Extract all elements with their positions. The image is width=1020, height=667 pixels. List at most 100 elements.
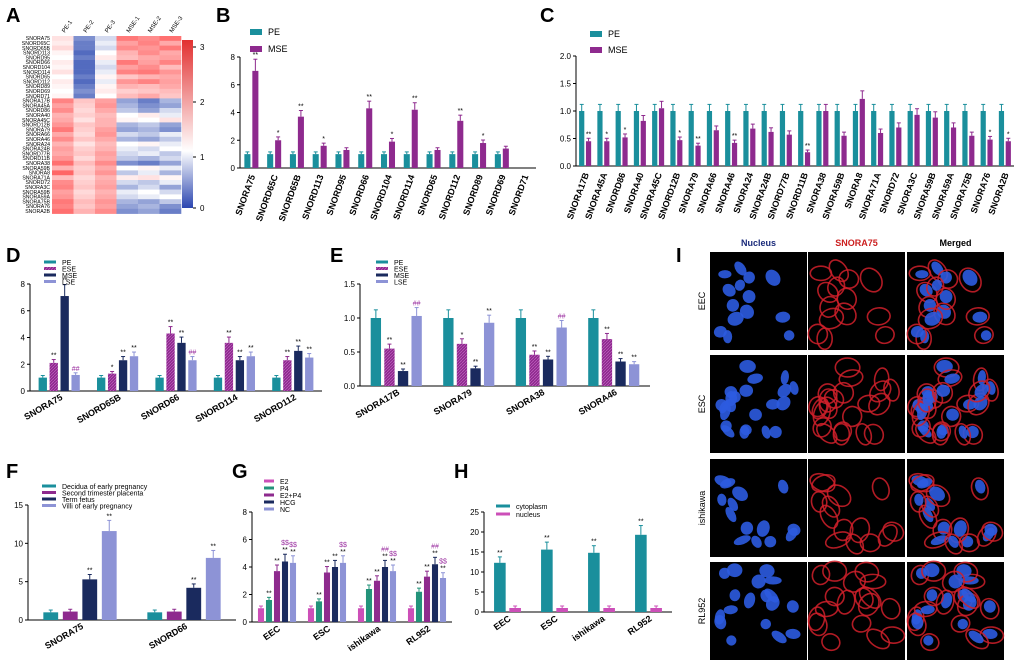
heatmap-cell (95, 170, 117, 176)
nucleus-stain (739, 425, 750, 439)
heatmap-cell (52, 84, 74, 90)
nucleus-stain (777, 383, 792, 398)
nucleus-stain (764, 535, 777, 548)
cytoplasm-stain (913, 600, 938, 618)
cytoplasm-stain (958, 267, 982, 293)
y-tick-label: 6 (21, 307, 26, 316)
heatmap-cell (159, 117, 182, 123)
heatmap-row-label: SNORA59B (22, 166, 50, 172)
heatmap-cell (138, 146, 160, 152)
bar (289, 154, 296, 168)
nucleus-stain (751, 574, 766, 589)
significance-mark: $$ (281, 540, 289, 547)
x-tick-label: SNORD95 (324, 173, 348, 216)
bar (896, 127, 902, 166)
heatmap-cell (159, 146, 182, 152)
heatmap-cell (138, 108, 160, 114)
significance-mark: ## (413, 301, 421, 308)
bar (244, 154, 251, 168)
nucleus-stain (972, 311, 988, 323)
nucleus-stain (914, 493, 924, 506)
bar (725, 111, 731, 166)
panel-label-a: A (6, 5, 20, 27)
heatmap-row-label: SNORA24B (22, 147, 50, 153)
heatmap-cell (159, 204, 182, 210)
cytoplasm-stain (908, 265, 932, 282)
significance-mark: ** (253, 52, 259, 59)
heatmap-cell (95, 36, 117, 42)
heatmap-cell (116, 98, 139, 104)
heatmap-cell (73, 151, 96, 157)
heatmap-row-label: SNORD69 (25, 89, 50, 95)
nucleus-stain (785, 628, 801, 639)
legend-label: ESE (394, 267, 408, 274)
nucleus-stain (718, 270, 732, 279)
heatmap-cell (73, 79, 96, 85)
significance-mark: ** (306, 347, 312, 354)
nucleus-stain (734, 279, 746, 291)
heatmap-cell (73, 103, 96, 109)
heatmap-row-label: SNORA59B (22, 190, 50, 196)
heatmap-cell (138, 60, 160, 66)
legend-swatch (376, 267, 388, 270)
heatmap-cell (138, 122, 160, 128)
heatmap-cell (95, 84, 117, 90)
x-tick-label: SNORA46 (577, 387, 619, 417)
bar (834, 111, 840, 166)
heatmap-cell (116, 122, 139, 128)
legend-label: PE (394, 260, 404, 267)
heatmap-cell (138, 184, 160, 190)
nucleus-stain (776, 396, 791, 411)
heatmap-cell (52, 127, 74, 133)
x-tick-label: ESC (539, 613, 560, 632)
bar (556, 608, 568, 612)
bar (695, 145, 701, 166)
legend-swatch (376, 260, 388, 264)
heatmap-cell (73, 88, 96, 94)
legend-label: E2+P4 (280, 493, 301, 500)
y-tick-label: 8 (21, 280, 26, 289)
heatmap-cell (52, 175, 74, 181)
nucleus-stain (769, 425, 782, 439)
x-tick-label: SNORD112 (252, 392, 298, 424)
heatmap-cell (159, 93, 182, 99)
heatmap-cell (159, 136, 182, 142)
heatmap-row-label: SNORD71 (25, 94, 50, 100)
heatmap-cell (95, 117, 117, 123)
bar (323, 572, 331, 622)
heatmap-cell (138, 55, 160, 61)
bar (706, 111, 713, 166)
heatmap-cell (52, 69, 74, 75)
bar (431, 564, 439, 622)
bar (370, 318, 382, 386)
heatmap-cell (159, 74, 182, 80)
heatmap-cell (95, 184, 117, 190)
significance-mark: * (678, 130, 681, 137)
heatmap-row-label: SNORD112 (23, 79, 50, 85)
nucleus-stain (936, 304, 951, 319)
cytoplasm-stain (810, 491, 828, 513)
heatmap-cell (52, 165, 74, 171)
cytoplasm-stain (851, 614, 872, 633)
heatmap-cell (138, 180, 160, 186)
bar (579, 111, 585, 166)
nucleus-stain (725, 506, 737, 523)
cytoplasm-stain (873, 367, 890, 392)
bar (962, 111, 968, 166)
nucleus-stain (957, 618, 968, 630)
x-tick-label: RL952 (404, 623, 432, 647)
bar (456, 343, 468, 386)
heatmap-cell (52, 55, 74, 61)
y-tick-label: 10 (470, 568, 479, 577)
nucleus-stain (713, 326, 727, 338)
heatmap-cell (73, 165, 96, 171)
x-tick-label: EEC (261, 623, 282, 642)
bar (265, 600, 273, 622)
nucleus-stain (915, 270, 929, 279)
legend-swatch (264, 493, 274, 497)
heatmap-cell (73, 136, 96, 142)
heatmap-cell (159, 45, 182, 51)
heatmap-cell (95, 136, 117, 142)
cytoplasm-stain (965, 628, 990, 650)
heatmap-cell (52, 184, 74, 190)
